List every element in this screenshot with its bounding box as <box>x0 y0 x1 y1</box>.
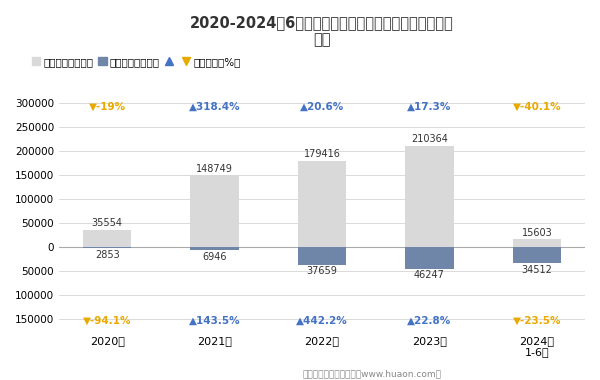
Legend: 出口额（千美元）, 进口额（千美元）, , 同比增长（%）: 出口额（千美元）, 进口额（千美元）, , 同比增长（%） <box>28 52 245 71</box>
Bar <box>406 146 454 247</box>
Text: 210364: 210364 <box>411 134 448 144</box>
Text: ▼-40.1%: ▼-40.1% <box>512 102 561 112</box>
Text: ▼-94.1%: ▼-94.1% <box>83 315 131 326</box>
Bar <box>513 247 561 263</box>
Text: 15603: 15603 <box>521 228 552 238</box>
Text: ▲442.2%: ▲442.2% <box>296 315 348 326</box>
Text: ▼-23.5%: ▼-23.5% <box>512 315 561 326</box>
Text: ▲20.6%: ▲20.6% <box>300 102 344 112</box>
Text: 2853: 2853 <box>95 250 119 260</box>
Text: 制图：华经产业研究院（www.huaon.com）: 制图：华经产业研究院（www.huaon.com） <box>302 369 442 378</box>
Bar <box>83 247 131 248</box>
Text: 37659: 37659 <box>307 266 337 276</box>
Bar <box>298 247 346 265</box>
Text: 46247: 46247 <box>414 271 445 280</box>
Bar <box>190 175 239 247</box>
Text: ▲318.4%: ▲318.4% <box>189 102 241 112</box>
Bar <box>406 247 454 269</box>
Bar <box>190 247 239 250</box>
Text: 148749: 148749 <box>196 164 233 174</box>
Text: ▼-19%: ▼-19% <box>89 102 126 112</box>
Text: ▲143.5%: ▲143.5% <box>189 315 241 326</box>
Text: ▲17.3%: ▲17.3% <box>407 102 452 112</box>
Text: 179416: 179416 <box>304 149 340 159</box>
Text: 35554: 35554 <box>92 218 122 228</box>
Text: ▲22.8%: ▲22.8% <box>407 315 452 326</box>
Bar <box>513 239 561 247</box>
Bar <box>83 230 131 247</box>
Text: 34512: 34512 <box>521 265 553 275</box>
Title: 2020-2024年6月广元市商品收发货人所在地进、出口额
统计: 2020-2024年6月广元市商品收发货人所在地进、出口额 统计 <box>190 15 454 48</box>
Bar <box>298 161 346 247</box>
Text: 6946: 6946 <box>202 252 227 261</box>
